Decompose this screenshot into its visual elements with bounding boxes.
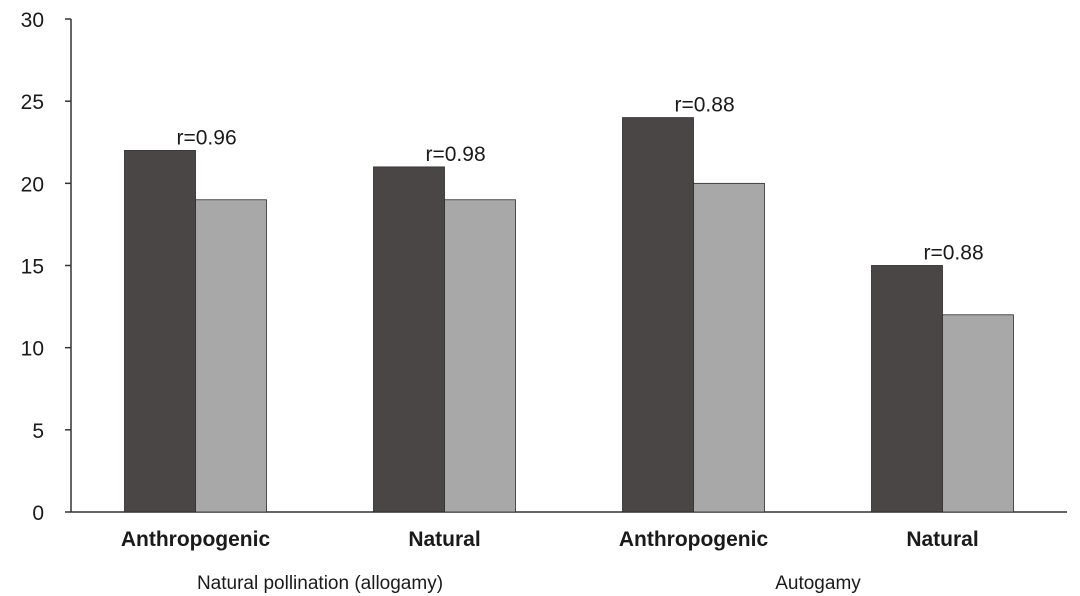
correlation-annotation: r=0.98 xyxy=(426,143,486,166)
correlation-annotation: r=0.96 xyxy=(177,126,237,149)
bar-series-1-cat-2 xyxy=(373,166,445,513)
category-label: Anthropogenic xyxy=(619,528,769,551)
bar-series-2-cat-2 xyxy=(444,199,516,513)
category-label: Natural xyxy=(408,528,480,551)
annotations-layer: r=0.96 r=0.98 r=0.88 r=0.88 xyxy=(177,94,984,265)
y-tick-label: 0 xyxy=(32,502,44,525)
bar-series-1-cat-4 xyxy=(871,265,943,513)
category-label: Anthropogenic xyxy=(121,528,271,551)
bar-series-1-cat-3 xyxy=(622,117,694,513)
group-label: Autogamy xyxy=(775,573,861,594)
bar-series-2-cat-3 xyxy=(693,182,765,513)
y-tick-label: 15 xyxy=(21,256,44,279)
bar-series-2-cat-4 xyxy=(942,314,1014,513)
y-tick-label: 30 xyxy=(21,9,44,32)
bar-series-1-cat-1 xyxy=(124,150,196,513)
group-labels: Natural pollination (allogamy) Autogamy xyxy=(197,573,861,594)
y-axis: 0 5 10 15 20 25 30 xyxy=(21,9,72,525)
group-label: Natural pollination (allogamy) xyxy=(197,573,443,594)
correlation-annotation: r=0.88 xyxy=(924,242,984,265)
category-label: Natural xyxy=(906,528,978,551)
y-tick-label: 10 xyxy=(21,338,44,361)
bars-layer xyxy=(124,117,1014,513)
y-tick-label: 25 xyxy=(21,91,44,114)
category-labels: Anthropogenic Natural Anthropogenic Natural xyxy=(121,528,979,551)
bar-series-2-cat-1 xyxy=(195,199,267,513)
y-tick-label: 5 xyxy=(32,420,44,443)
y-tick-label: 20 xyxy=(21,173,44,196)
correlation-annotation: r=0.88 xyxy=(675,94,735,117)
